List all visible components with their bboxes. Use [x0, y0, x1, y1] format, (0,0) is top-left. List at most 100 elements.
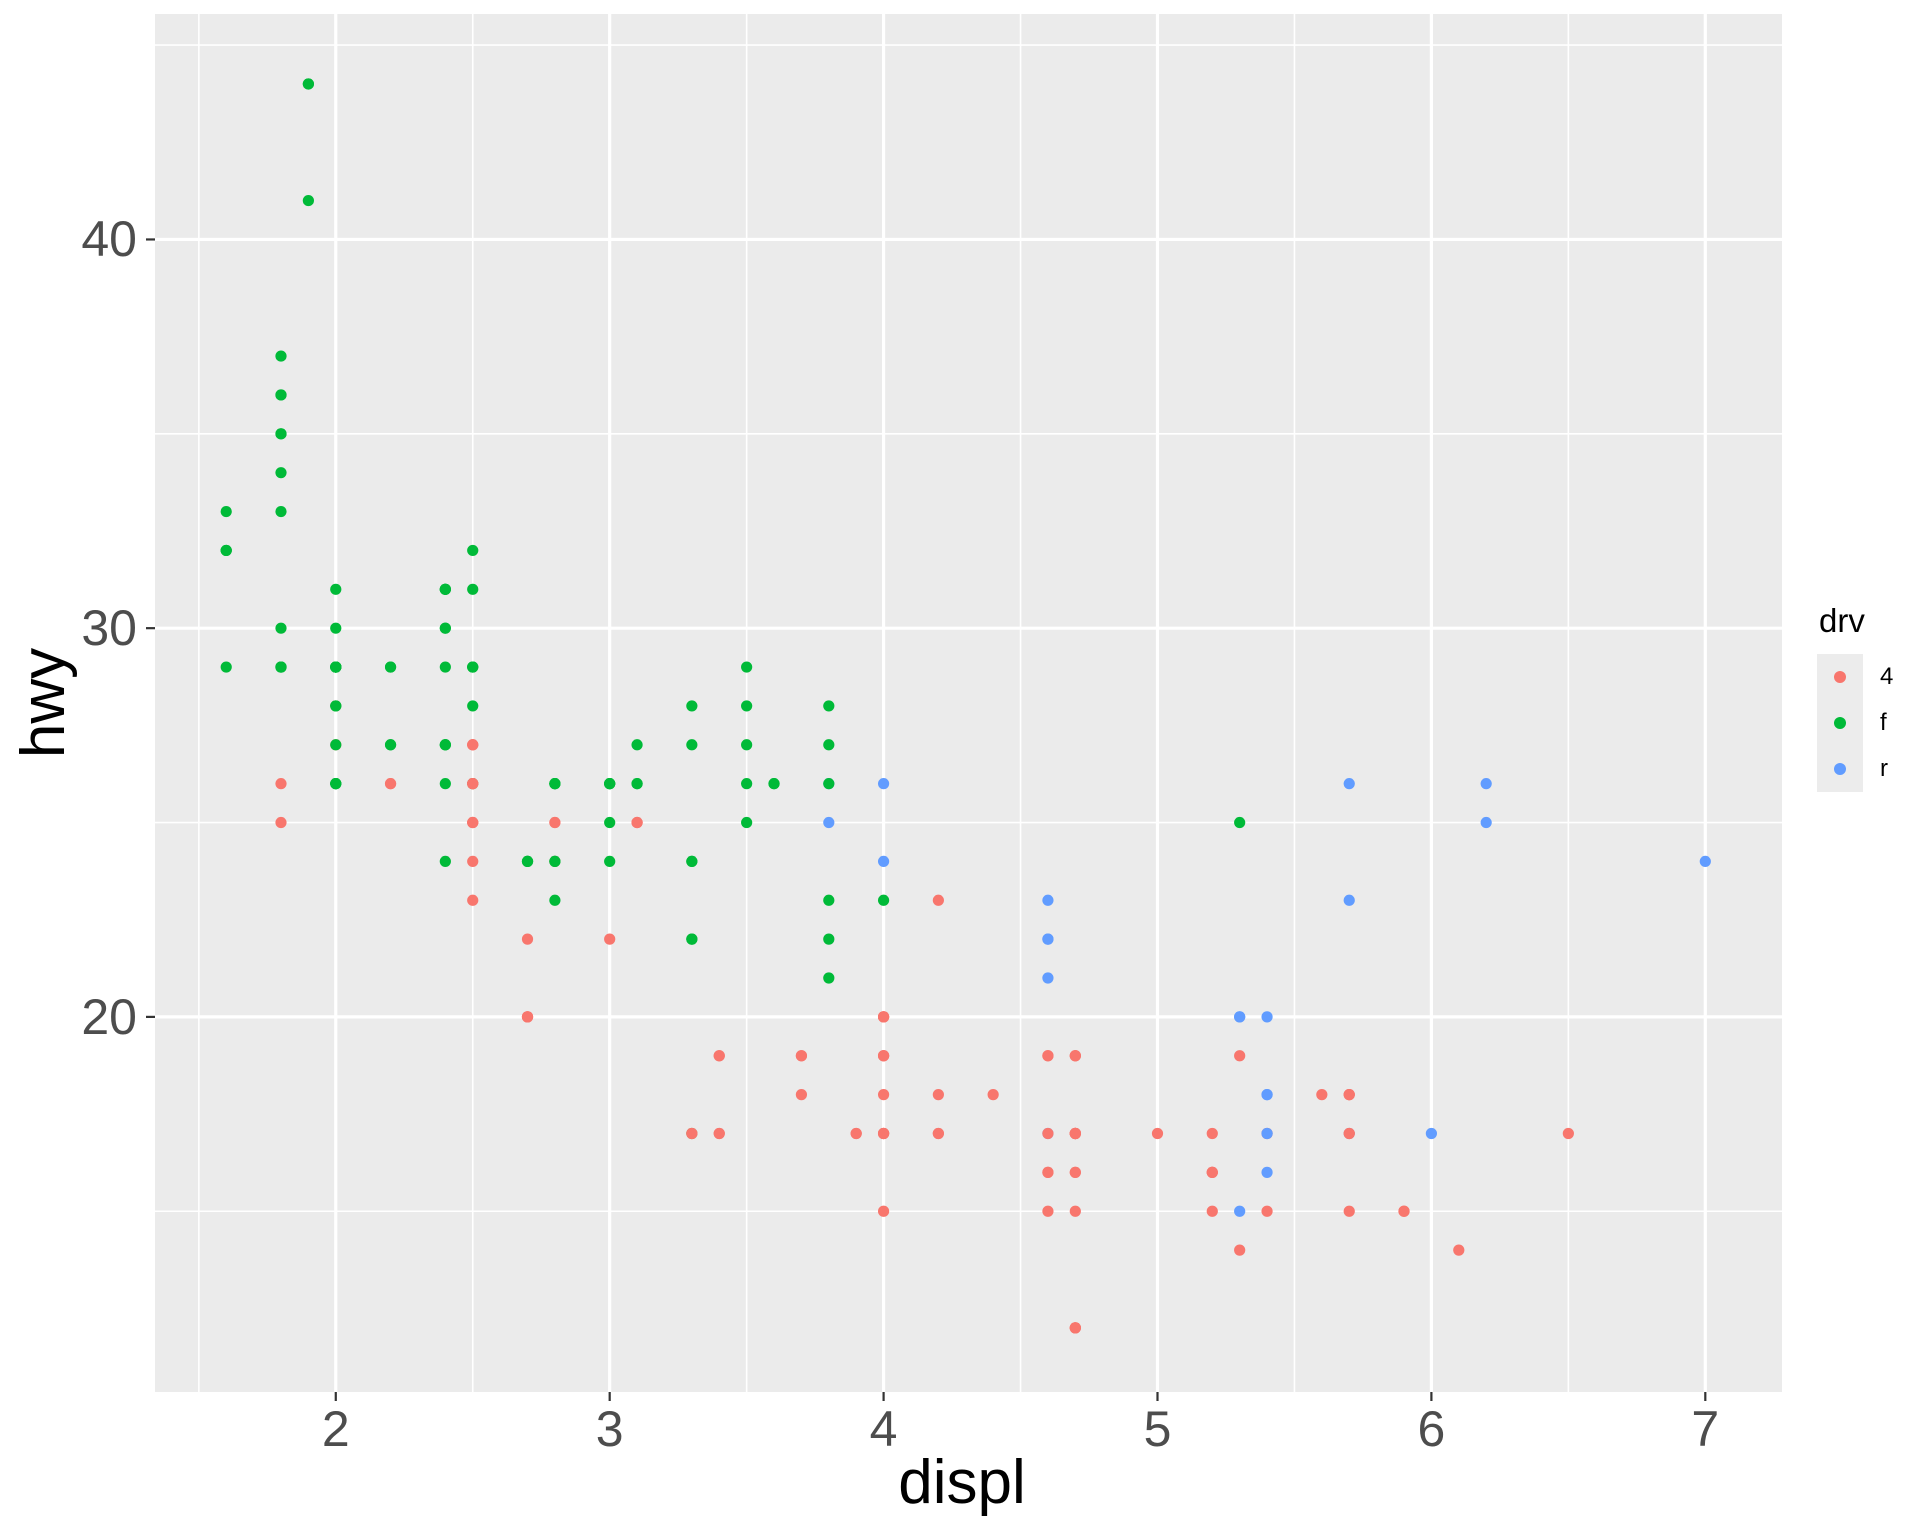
- data-point: [1261, 1205, 1273, 1217]
- data-point: [1480, 816, 1492, 829]
- data-point: [521, 1011, 534, 1023]
- data-point: [850, 1127, 862, 1140]
- data-point: [275, 428, 287, 440]
- data-point: [1398, 1205, 1410, 1217]
- data-point: [1042, 1050, 1054, 1062]
- data-point: [521, 933, 534, 945]
- legend-key: [1817, 654, 1863, 700]
- data-point: [439, 583, 451, 595]
- data-point: [741, 816, 753, 829]
- data-point: [302, 194, 314, 207]
- data-point: [549, 778, 561, 790]
- data-point: [823, 933, 835, 945]
- data-point: [877, 778, 890, 790]
- data-point: [823, 816, 835, 829]
- data-point: [631, 739, 643, 751]
- data-point: [1206, 1166, 1218, 1178]
- legend-item-r: r: [1817, 746, 1893, 792]
- data-point: [1343, 1127, 1355, 1140]
- data-point: [932, 1089, 944, 1101]
- data-point: [439, 778, 451, 790]
- data-point: [302, 78, 314, 90]
- data-point: [1316, 1089, 1328, 1101]
- data-point: [275, 622, 287, 634]
- data-point: [987, 1089, 999, 1101]
- data-point: [467, 544, 479, 557]
- data-point: [741, 739, 753, 751]
- legend-point-swatch-icon: [1834, 717, 1846, 729]
- data-point: [1042, 1205, 1054, 1217]
- data-point: [768, 778, 780, 790]
- data-point: [823, 778, 835, 790]
- data-point: [1042, 972, 1054, 984]
- data-point: [795, 1050, 808, 1062]
- legend-item-label: f: [1880, 709, 1887, 736]
- x-axis-tick-label: 3: [595, 1401, 624, 1457]
- data-point: [823, 894, 835, 906]
- data-point: [686, 855, 698, 868]
- legend-item-label: r: [1880, 755, 1888, 782]
- data-point: [1234, 1205, 1246, 1217]
- data-point: [330, 778, 342, 790]
- legend-key: [1817, 700, 1863, 746]
- x-axis-tick-label: 6: [1417, 1401, 1446, 1457]
- legend-point-swatch-icon: [1834, 763, 1846, 775]
- data-point: [275, 661, 287, 673]
- data-point: [275, 816, 287, 829]
- y-axis-tick-label: 30: [81, 600, 137, 657]
- data-point: [823, 700, 835, 712]
- data-point: [330, 661, 342, 673]
- data-point: [877, 1205, 890, 1217]
- data-point: [604, 816, 616, 829]
- data-point: [220, 505, 232, 518]
- data-point: [631, 816, 643, 829]
- data-point: [467, 778, 479, 790]
- data-point: [467, 816, 479, 829]
- x-axis-tick-label: 4: [869, 1401, 898, 1457]
- data-point: [220, 544, 232, 557]
- data-point: [1425, 1127, 1438, 1140]
- data-point: [1343, 1205, 1355, 1217]
- y-axis-tick-label: 40: [81, 211, 137, 268]
- data-point: [741, 661, 753, 673]
- data-point: [549, 816, 561, 829]
- data-point: [275, 505, 287, 518]
- data-point: [1206, 1127, 1218, 1140]
- data-point: [439, 622, 451, 634]
- data-point: [877, 894, 890, 906]
- data-point: [932, 1127, 944, 1140]
- data-point: [330, 739, 342, 751]
- data-point: [1151, 1127, 1164, 1140]
- legend-point-swatch-icon: [1834, 671, 1846, 683]
- data-point: [686, 739, 698, 751]
- data-point: [686, 1127, 698, 1140]
- data-point: [1261, 1166, 1273, 1178]
- data-point: [549, 855, 561, 868]
- data-point: [467, 700, 479, 712]
- y-axis-title: hwy: [9, 647, 78, 759]
- data-point: [384, 661, 397, 673]
- data-point: [521, 855, 534, 868]
- data-point: [439, 855, 451, 868]
- data-point: [713, 1127, 725, 1140]
- data-point: [713, 1050, 725, 1062]
- data-point: [1042, 1166, 1054, 1178]
- data-point: [877, 1050, 890, 1062]
- data-point: [1261, 1127, 1273, 1140]
- data-point: [467, 661, 479, 673]
- x-axis-tick-label: 5: [1143, 1401, 1172, 1457]
- data-point: [1343, 1089, 1355, 1101]
- data-point: [1261, 1089, 1273, 1101]
- x-axis-tick-label: 7: [1691, 1401, 1720, 1457]
- data-point: [686, 700, 698, 712]
- data-point: [877, 1089, 890, 1101]
- data-point: [1343, 778, 1355, 790]
- data-point: [467, 583, 479, 595]
- data-point: [1042, 933, 1054, 945]
- data-point: [275, 467, 287, 479]
- data-point: [384, 778, 397, 790]
